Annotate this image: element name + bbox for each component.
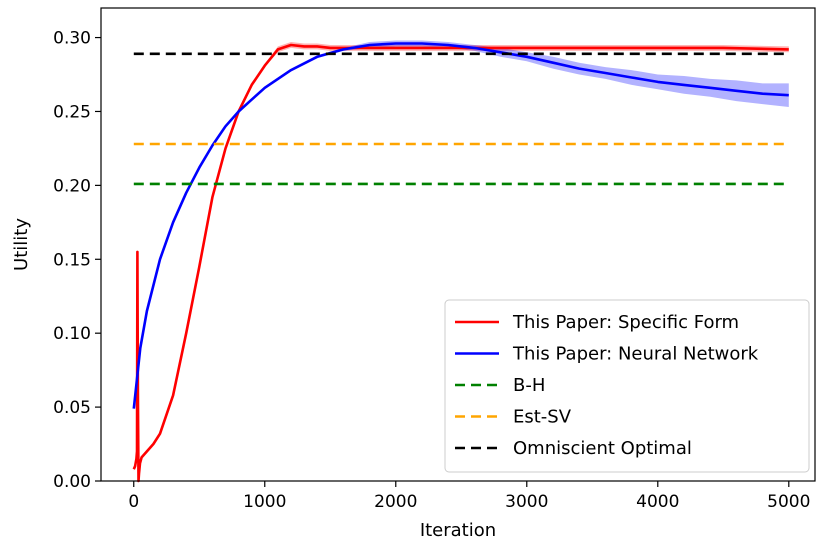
y-tick-label: 0.10 bbox=[53, 324, 91, 344]
line-series-0 bbox=[132, 43, 789, 483]
plot-frame bbox=[100, 7, 816, 482]
y-tick-label: 0.30 bbox=[53, 29, 91, 49]
line-series-1 bbox=[132, 42, 789, 409]
x-tick-label: 3000 bbox=[505, 492, 548, 512]
x-tick-label: 1000 bbox=[243, 492, 286, 512]
y-tick-label: 0.00 bbox=[53, 472, 91, 492]
x-tick-label: 4000 bbox=[636, 492, 679, 512]
y-tick-label: 0.20 bbox=[53, 176, 91, 196]
legend-box bbox=[444, 299, 810, 473]
x-tick-label: 2000 bbox=[374, 492, 417, 512]
y-tick-label: 0.05 bbox=[53, 398, 91, 418]
y-tick-label: 0.25 bbox=[53, 102, 91, 122]
legend-label: This Paper: Neural Network bbox=[512, 344, 759, 365]
series-lines bbox=[132, 42, 789, 483]
legend-label: Omniscient Optimal bbox=[513, 438, 692, 459]
x-axis: 0 1000 2000 3000 4000 5000 bbox=[128, 481, 810, 512]
legend-label: This Paper: Specific Form bbox=[512, 312, 739, 333]
x-axis-label: Iteration bbox=[420, 520, 496, 541]
x-tick-label: 0 bbox=[128, 492, 139, 512]
legend: This Paper: Specific Form This Paper: Neu… bbox=[444, 299, 810, 473]
y-axis-label: Utility bbox=[11, 218, 32, 271]
y-tick-label: 0.15 bbox=[53, 250, 91, 270]
legend-label: B-H bbox=[513, 375, 545, 396]
y-axis: 0.00 0.05 0.10 0.15 0.20 0.25 0.30 bbox=[53, 29, 101, 492]
legend-label: Est-SV bbox=[513, 407, 572, 428]
x-tick-label: 5000 bbox=[767, 492, 810, 512]
